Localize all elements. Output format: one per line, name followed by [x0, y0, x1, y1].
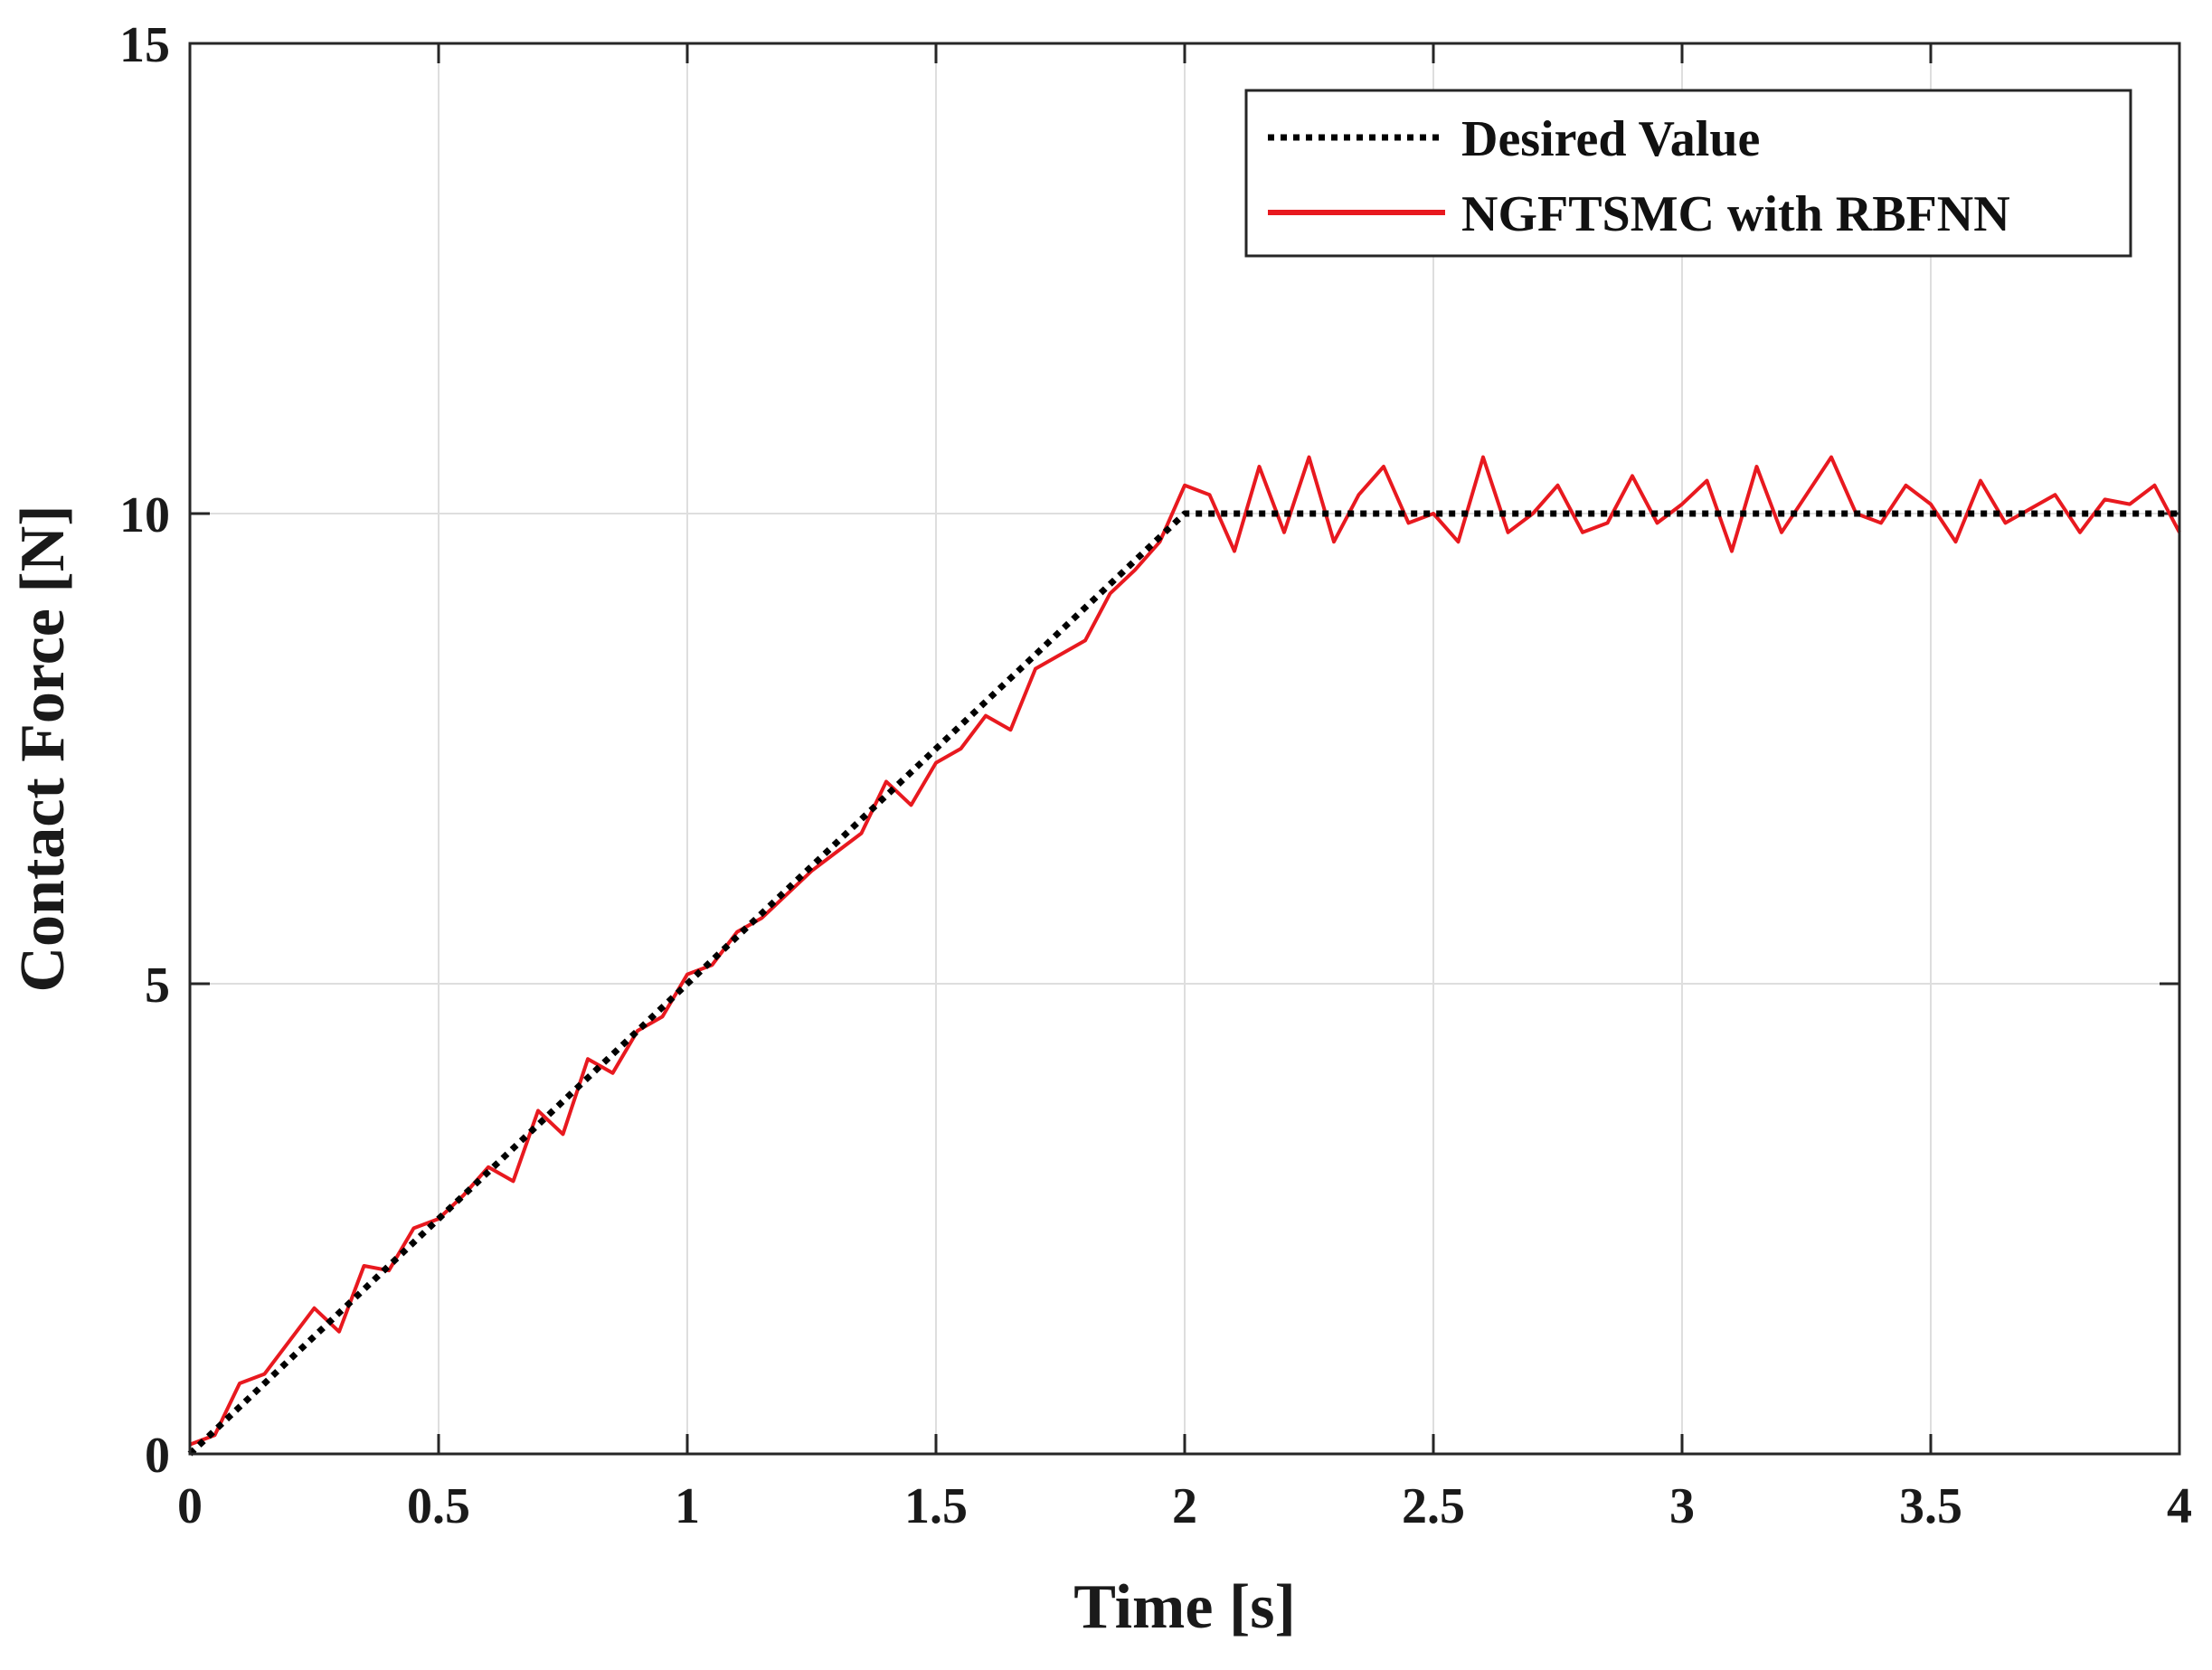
- legend-label-desired-value: Desired Value: [1461, 111, 1760, 167]
- series-line-desired-value: [187, 510, 2179, 1457]
- plot-frame: [188, 42, 2181, 1456]
- y-tick-label: 5: [145, 958, 170, 1014]
- tick-labels: 0 0.5 1 1.5 2 2.5 3 3.5 4 0 5 10 15: [119, 17, 2192, 1534]
- x-tick-label: 3.5: [1899, 1478, 1962, 1534]
- x-tick-label: 3: [1669, 1478, 1695, 1534]
- x-tick-label: 1: [675, 1478, 700, 1534]
- legend: Desired Value NGFTSMC with RBFNN: [1244, 89, 2132, 258]
- y-tick-label: 0: [145, 1428, 170, 1484]
- y-tick-label: 15: [119, 17, 170, 73]
- x-tick-label: 0.5: [407, 1478, 470, 1534]
- data-series: [187, 455, 2181, 1457]
- y-axis-title: Contact Force [N]: [8, 505, 78, 992]
- x-tick-label: 4: [2167, 1478, 2192, 1534]
- x-axis-title: Time [s]: [1073, 1572, 1296, 1642]
- legend-box: [1244, 89, 2132, 258]
- series-line-ngftsmc-with-rbfnn: [189, 455, 2181, 1447]
- y-tick-label: 10: [119, 487, 170, 543]
- x-tick-label: 2.5: [1402, 1478, 1465, 1534]
- x-tick-label: 1.5: [904, 1478, 968, 1534]
- x-tick-label: 0: [177, 1478, 203, 1534]
- x-tick-label: 2: [1172, 1478, 1197, 1534]
- legend-label-ngftsmc-with-rbfnn: NGFTSMC with RBFNN: [1461, 186, 2010, 242]
